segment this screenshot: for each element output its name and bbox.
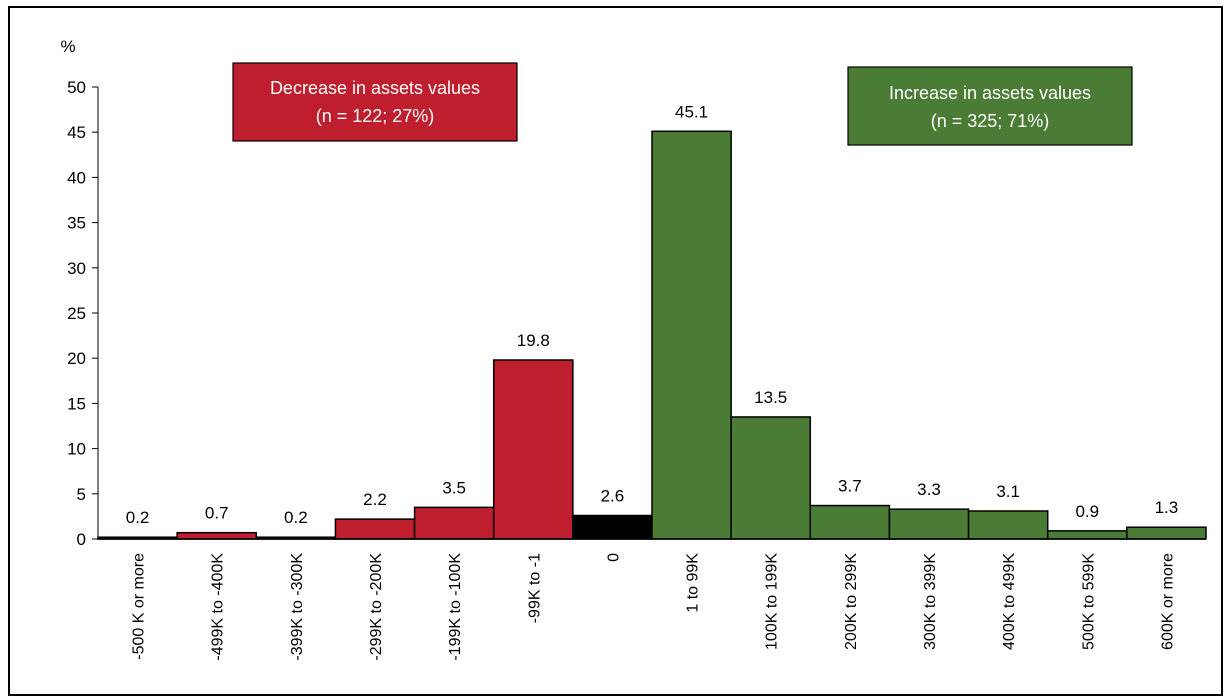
y-tick-label: 30 xyxy=(67,259,86,278)
bar xyxy=(651,130,732,540)
y-tick-label: 45 xyxy=(67,123,86,142)
increase-callout-count: (n = 325; 71%) xyxy=(931,111,1050,131)
x-tick-label: 1 to 99K xyxy=(685,553,702,613)
data-label: 3.7 xyxy=(838,477,862,496)
bar-chart: % Decrease in assets values (n = 122; 27… xyxy=(60,37,1207,661)
data-label: 13.5 xyxy=(754,388,787,407)
bar xyxy=(888,508,970,540)
bars xyxy=(97,130,1207,540)
x-tick-label: 400K to 499K xyxy=(1001,553,1018,650)
data-label: 3.3 xyxy=(917,480,941,499)
x-tick-label: -500 K or more xyxy=(131,553,148,660)
x-tick-label: 200K to 299K xyxy=(843,553,860,650)
x-tick-label: 500K to 599K xyxy=(1080,553,1097,650)
data-label: 2.2 xyxy=(363,490,387,509)
bar xyxy=(809,504,891,540)
data-label: 2.6 xyxy=(601,486,625,505)
y-tick-label: 40 xyxy=(67,168,86,187)
data-label: 1.3 xyxy=(1155,498,1179,517)
bar xyxy=(572,514,653,540)
increase-callout: Increase in assets values (n = 325; 71%) xyxy=(847,66,1133,146)
decrease-callout-title: Decrease in assets values xyxy=(270,78,480,98)
bar xyxy=(413,506,495,540)
decrease-callout-count: (n = 122; 27%) xyxy=(316,106,435,126)
x-tick-label: 600K or more xyxy=(1159,553,1176,650)
data-label: 45.1 xyxy=(675,102,708,121)
decrease-callout-box xyxy=(232,62,518,142)
x-tick-label: 100K to 199K xyxy=(764,553,781,650)
bar xyxy=(1046,530,1128,540)
x-tick-label: 300K to 399K xyxy=(922,553,939,650)
y-tick-label: 20 xyxy=(67,349,86,368)
y-tick-label: 50 xyxy=(67,78,86,97)
x-tick-label: -399K to -300K xyxy=(289,553,306,661)
callouts: Decrease in assets values (n = 122; 27%)… xyxy=(232,62,1133,146)
x-axis: -500 K or more -499K to -400K -399K to -30… xyxy=(98,538,1206,661)
data-label: 0.2 xyxy=(126,508,150,527)
y-tick-label: 5 xyxy=(77,485,86,504)
y-tick-label: 15 xyxy=(67,394,86,413)
data-label: 0.9 xyxy=(1075,502,1099,521)
data-label: 0.2 xyxy=(284,508,308,527)
x-tick-label: -199K to -100K xyxy=(447,553,464,661)
bar xyxy=(730,416,812,540)
y-axis: 0 5 10 15 20 25 30 35 40 45 50 xyxy=(67,78,99,549)
increase-callout-title: Increase in assets values xyxy=(889,83,1091,103)
bar xyxy=(492,359,574,540)
bar xyxy=(334,518,416,540)
y-tick-label: 10 xyxy=(67,440,86,459)
bar xyxy=(176,531,258,540)
data-label: 3.1 xyxy=(996,482,1020,501)
y-tick-label: 25 xyxy=(67,304,86,323)
bar xyxy=(967,510,1049,540)
x-tick-label: -99K to -1 xyxy=(526,553,543,623)
bar xyxy=(1126,526,1207,540)
data-label: 0.7 xyxy=(205,504,229,523)
data-label: 19.8 xyxy=(517,331,550,350)
y-tick-label: 0 xyxy=(77,530,86,549)
data-label: 3.5 xyxy=(442,478,466,497)
x-tick-label: 0 xyxy=(605,553,622,562)
x-tick-label: -499K to -400K xyxy=(210,553,227,661)
y-tick-label: 35 xyxy=(67,214,86,233)
data-labels: 0.2 0.7 0.2 2.2 3.5 19.8 2.6 45.1 13.5 3.7 3.3 3.1 0… xyxy=(126,102,1178,527)
y-unit-label: % xyxy=(60,37,75,56)
decrease-callout: Decrease in assets values (n = 122; 27%) xyxy=(232,62,518,142)
increase-callout-box xyxy=(847,66,1133,146)
x-tick-label: -299K to -200K xyxy=(368,553,385,661)
